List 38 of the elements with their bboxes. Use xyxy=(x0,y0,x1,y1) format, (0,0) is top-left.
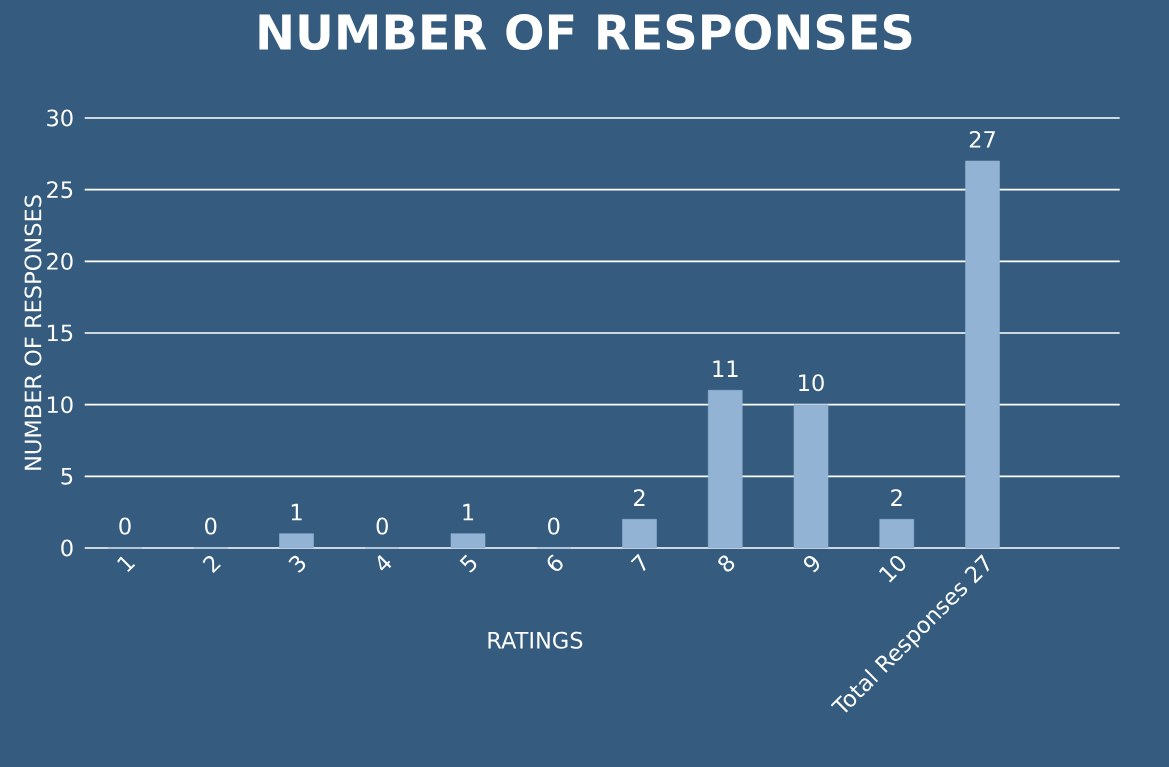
data-label: 0 xyxy=(205,517,217,535)
data-label: 0 xyxy=(548,517,560,535)
data-label: 1 xyxy=(463,503,474,521)
y-tick-label: 5 xyxy=(61,467,73,485)
x-tick-label: 4 xyxy=(377,554,392,571)
data-label: 1 xyxy=(291,503,302,521)
data-label: 10 xyxy=(799,374,824,392)
x-tick-label: 3 xyxy=(288,555,306,573)
y-tick-label: 15 xyxy=(47,324,73,342)
x-tick-label: 8 xyxy=(718,555,735,572)
x-tick-label: 5 xyxy=(459,554,477,573)
x-tick-label: 9 xyxy=(804,556,820,573)
bar xyxy=(450,533,486,549)
data-label: 0 xyxy=(376,517,388,535)
data-label: 11 xyxy=(713,360,738,377)
y-tick-label: 0 xyxy=(61,539,73,557)
data-label: 27 xyxy=(969,130,995,148)
bar xyxy=(793,404,829,549)
x-tick-label: 2 xyxy=(202,555,221,574)
bar xyxy=(707,390,743,549)
x-tick-label: 6 xyxy=(547,554,563,571)
y-tick-label: 20 xyxy=(47,252,73,270)
x-tick-label: 7 xyxy=(630,553,646,572)
data-label: 2 xyxy=(891,489,902,506)
bar xyxy=(622,519,657,549)
x-axis-title: RATINGS xyxy=(488,631,583,649)
data-label: 2 xyxy=(634,489,645,506)
bar xyxy=(965,160,1000,549)
bar xyxy=(279,533,314,549)
data-label: 0 xyxy=(119,517,131,535)
y-tick-label: 30 xyxy=(47,109,73,127)
bar xyxy=(879,519,915,549)
y-tick-label: 10 xyxy=(47,396,73,414)
y-tick-label: 25 xyxy=(47,181,73,199)
x-tick-label: 10 xyxy=(879,555,906,583)
chart-title: NUMBER OF RESPONSES xyxy=(259,13,912,51)
x-tick-label: 1 xyxy=(117,556,136,573)
y-axis-title: NUMBER OF RESPONSES xyxy=(24,195,42,470)
